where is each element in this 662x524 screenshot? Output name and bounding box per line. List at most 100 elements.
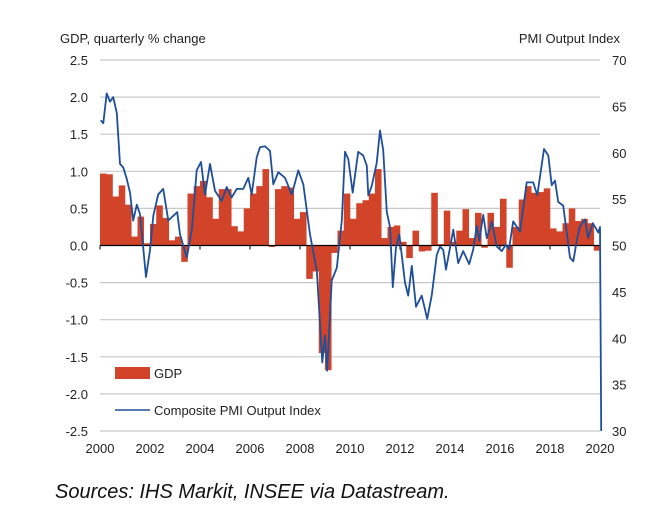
- gdp-bar: [343, 193, 351, 246]
- gdp-bar: [256, 186, 263, 246]
- gdp-bar: [287, 187, 295, 246]
- x-tick-label: 2008: [286, 441, 315, 456]
- source-note: Sources: IHS Markit, INSEE via Datastrea…: [55, 481, 450, 503]
- left-tick-label: 0.5: [70, 201, 88, 216]
- gdp-bar: [225, 189, 232, 246]
- left-axis-title: GDP, quarterly % change: [60, 31, 206, 46]
- gdp-bar: [125, 204, 132, 246]
- legend-gdp-label: GDP: [154, 366, 182, 381]
- gdp-bar: [550, 228, 557, 246]
- gdp-bar: [487, 212, 495, 246]
- x-tick-label: 2020: [586, 441, 615, 456]
- right-axis-title: PMI Output Index: [519, 31, 621, 46]
- gdp-bar: [506, 245, 513, 268]
- pmi-line: [100, 92, 603, 432]
- gdp-bar: [118, 185, 126, 246]
- gdp-bar: [200, 180, 207, 246]
- gdp-bar: [350, 218, 357, 246]
- gdp-bar: [393, 225, 401, 246]
- gdp-bar: [537, 192, 545, 246]
- right-tick-label: 45: [612, 285, 626, 300]
- gdp-bar: [406, 245, 413, 259]
- gdp-bar: [275, 189, 282, 246]
- x-tick-label: 2018: [536, 441, 565, 456]
- gdp-bar: [187, 193, 195, 246]
- legend-pmi-label: Composite PMI Output Index: [154, 403, 321, 418]
- gdp-bar: [362, 200, 370, 246]
- gdp-bar: [568, 208, 576, 246]
- gdp-bar: [175, 236, 182, 246]
- left-tick-label: 1.0: [70, 164, 88, 179]
- gdp-bar: [493, 226, 501, 246]
- gdp-bar: [400, 241, 407, 246]
- gdp-bar: [368, 193, 376, 246]
- right-tick-label: 65: [612, 99, 626, 114]
- x-tick-label: 2000: [86, 441, 115, 456]
- left-tick-label: 0.0: [70, 239, 88, 254]
- gdp-bar: [531, 192, 538, 246]
- gdp-bar: [218, 189, 226, 246]
- gdp-bar: [418, 245, 426, 252]
- gdp-bar: [525, 186, 532, 246]
- gdp-bar: [231, 226, 238, 246]
- gdp-bar: [162, 218, 170, 246]
- right-tick-label: 70: [612, 53, 626, 68]
- x-tick-label: 2012: [386, 441, 415, 456]
- gdp-bar: [475, 212, 482, 246]
- gdp-bar: [593, 245, 601, 251]
- gdp-bar: [243, 208, 251, 246]
- x-tick-label: 2014: [436, 441, 465, 456]
- gdp-bar: [281, 186, 288, 246]
- x-tick-label: 2010: [336, 441, 365, 456]
- gdp-bar: [512, 226, 520, 246]
- gdp-bar: [106, 174, 113, 246]
- left-tick-label: 2.5: [70, 53, 88, 68]
- left-tick-label: -2.0: [66, 387, 88, 402]
- gdp-bar: [100, 173, 107, 246]
- gdp-bar: [456, 230, 463, 246]
- left-tick-label: -1.0: [66, 313, 88, 328]
- gdp-bar: [581, 218, 588, 246]
- gdp-bar: [143, 243, 151, 246]
- gdp-bar: [462, 209, 470, 246]
- gdp-bar: [556, 231, 563, 246]
- gdp-bar: [481, 245, 488, 248]
- x-tick-label: 2004: [186, 441, 215, 456]
- gdp-bar: [443, 210, 451, 246]
- gdp-bar: [325, 245, 332, 371]
- gdp-bar: [562, 223, 570, 246]
- gdp-bar: [293, 218, 301, 246]
- gdp-bar: [268, 245, 276, 247]
- gdp-bar: [193, 186, 201, 246]
- gdp-bar: [262, 169, 270, 246]
- gdp-bar: [300, 212, 307, 246]
- gdp-bar: [306, 245, 313, 279]
- gdp-bar: [468, 238, 476, 246]
- gdp-bar: [131, 236, 138, 246]
- left-tick-label: 1.5: [70, 127, 88, 142]
- left-tick-label: 2.0: [70, 90, 88, 105]
- gdp-bar: [150, 223, 157, 246]
- gdp-bar: [356, 203, 363, 246]
- gdp-bar: [331, 245, 338, 253]
- gdp-bar: [181, 245, 188, 262]
- right-tick-label: 30: [612, 424, 626, 439]
- legend-gdp-swatch: [115, 367, 150, 379]
- gdp-bar: [156, 205, 163, 246]
- left-tick-label: -0.5: [66, 276, 88, 291]
- left-tick-label: -1.5: [66, 350, 88, 365]
- gdp-bar: [212, 218, 220, 246]
- gdp-bar: [250, 193, 257, 246]
- gdp-bar: [375, 169, 382, 246]
- gdp-bar: [318, 245, 326, 354]
- gdp-bar: [450, 241, 457, 246]
- gdp-bar: [168, 240, 176, 246]
- gdp-bar: [587, 223, 595, 246]
- right-tick-label: 50: [612, 239, 626, 254]
- gdp-bar: [312, 245, 320, 272]
- gdp-bar: [500, 198, 507, 246]
- x-tick-label: 2016: [486, 441, 515, 456]
- gdp-bar: [381, 238, 388, 246]
- gdp-bar: [412, 230, 420, 246]
